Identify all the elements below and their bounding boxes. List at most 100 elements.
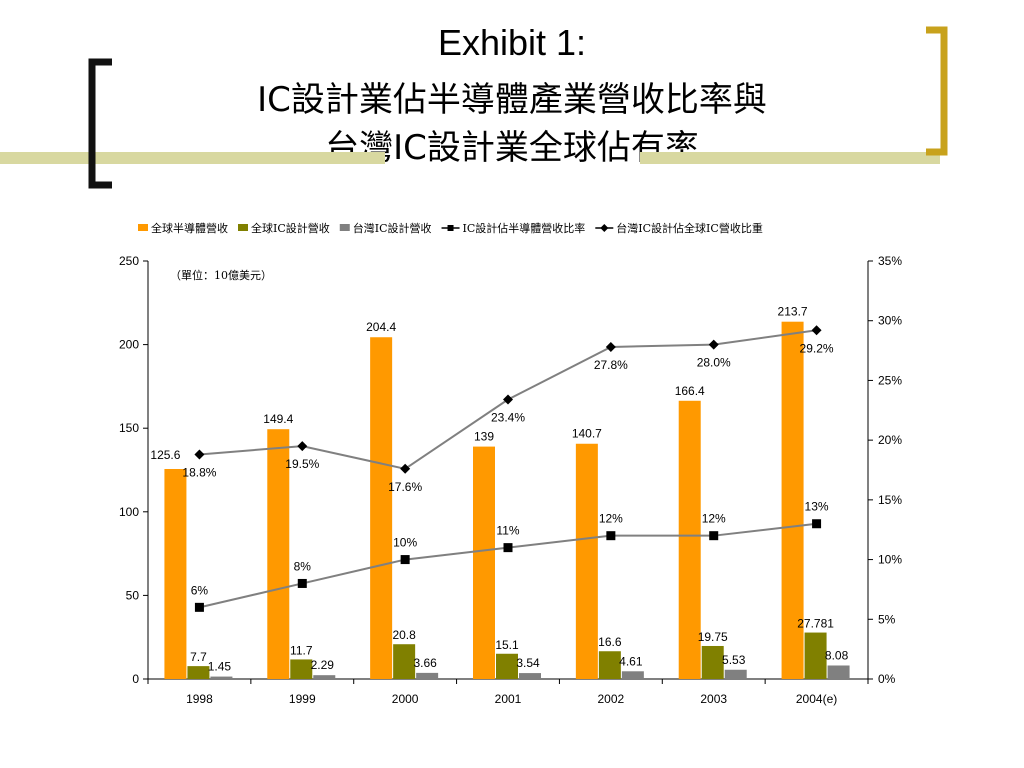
line-label: 8% (294, 559, 312, 573)
y-left-tick-label: 100 (119, 505, 139, 519)
line-label: 11% (496, 524, 519, 538)
legend-label: 台灣IC設計佔全球IC營收比重 (616, 221, 763, 235)
bar-label: 204.4 (366, 320, 396, 334)
bar-label: 16.6 (598, 635, 622, 649)
bar-label: 139 (474, 430, 494, 444)
unit-annotation: （單位：10億美元） (170, 268, 272, 282)
bar-3 (827, 665, 850, 679)
bar-label: 3.66 (413, 656, 437, 670)
x-tick-label: 1998 (186, 692, 213, 706)
line-label: 17.6% (388, 480, 422, 494)
line-label: 6% (191, 583, 209, 597)
line-marker-square (606, 531, 616, 541)
line-marker-square (400, 555, 410, 565)
line-marker-square (503, 543, 513, 553)
y-right-tick-label: 25% (878, 373, 902, 387)
legend-marker-square (447, 225, 454, 231)
bar-2 (701, 645, 724, 679)
bar-label: 11.7 (290, 643, 313, 657)
bar-2 (804, 632, 827, 679)
y-right-tick-label: 30% (878, 314, 902, 328)
y-right-tick-label: 0% (878, 672, 896, 686)
y-right-tick-label: 5% (878, 612, 896, 626)
legend-marker-diamond (600, 224, 609, 232)
accent-bar-left (0, 152, 385, 164)
line-label: 27.8% (594, 358, 628, 372)
line-marker-square (297, 578, 307, 588)
line-marker-diamond (811, 325, 822, 336)
bar-label: 140.7 (572, 427, 602, 441)
bar-2 (496, 653, 518, 679)
bar-3 (519, 673, 541, 679)
chart-legend: 全球半導體營收 全球IC設計營收 台灣IC設計營收 IC設計佔半導體營收比率 台灣IC設… (138, 221, 763, 235)
bar-1 (473, 446, 495, 679)
bar-3 (416, 672, 439, 679)
line-label: 10% (393, 536, 417, 550)
chart-bars (164, 321, 850, 679)
chart-lines (194, 325, 822, 612)
y-left-tick-label: 150 (119, 421, 139, 435)
line-label: 23.4% (491, 411, 525, 425)
y-left-tick-label: 250 (119, 254, 139, 268)
legend-swatch (238, 224, 248, 231)
title-line-3: 台灣IC設計業全球佔有率 (325, 128, 699, 168)
bar-3 (724, 669, 747, 679)
bar-1 (164, 468, 187, 679)
line-marker-square (812, 519, 822, 529)
bracket-left (88, 58, 112, 189)
legend-label: 全球半導體營收 (151, 221, 228, 235)
bar-label: 7.7 (190, 650, 207, 664)
y-right-tick-label: 35% (878, 254, 902, 268)
line-marker-diamond (605, 341, 616, 352)
bar-2 (598, 651, 621, 679)
y-left-tick-label: 0 (132, 672, 139, 686)
legend-swatch (339, 224, 350, 231)
bar-1 (575, 443, 598, 679)
bar-label: 166.4 (675, 384, 705, 398)
x-tick-label: 2000 (392, 692, 419, 706)
x-tick-label: 1999 (289, 692, 316, 706)
legend-swatch (138, 224, 148, 231)
slide-decorations (0, 26, 948, 189)
line-marker-square (194, 602, 204, 612)
bracket-right (926, 26, 948, 156)
bar-label: 1.45 (208, 660, 232, 674)
bar-label: 149.4 (263, 412, 293, 426)
chart-axes: 0 50 100 150 200 250 0% 5% 10% 15% 20% 25% 30% 35% 199… (119, 254, 902, 706)
x-tick-label: 2002 (598, 692, 625, 706)
bar-label: 125.6 (150, 448, 180, 462)
line-label: 19.5% (285, 457, 319, 471)
line-label: 29.2% (800, 341, 834, 355)
title-line-2: IC設計業佔半導體產業營收比率與 (257, 80, 767, 120)
line-marker-diamond (400, 463, 411, 474)
title-line-1: Exhibit 1: (437, 22, 587, 63)
bar-label: 5.53 (722, 653, 746, 667)
bar-3 (210, 676, 233, 679)
line-marker-diamond (708, 339, 719, 350)
x-tick-label: 2003 (700, 692, 727, 706)
bar-label: 15.1 (495, 638, 519, 652)
bar-label: 27.781 (797, 617, 834, 631)
x-tick-label: 2004(e) (796, 692, 837, 706)
y-right-tick-label: 15% (878, 493, 902, 507)
bar-label: 213.7 (778, 305, 808, 319)
line-label: 28.0% (697, 356, 731, 370)
y-right-tick-label: 20% (878, 433, 902, 447)
bar-2 (187, 666, 210, 679)
line-label: 13% (805, 500, 829, 514)
bar-3 (621, 671, 644, 679)
line-label: 12% (599, 512, 623, 526)
bar-label: 3.54 (516, 656, 540, 670)
line-marker-diamond (194, 449, 205, 460)
bar-2 (393, 644, 416, 679)
line-marker-diamond (297, 441, 308, 452)
bar-1 (267, 429, 290, 679)
bar-label: 19.75 (698, 630, 728, 644)
bar-label: 4.61 (619, 654, 643, 668)
y-left-tick-label: 50 (126, 588, 140, 602)
bar-label: 20.8 (392, 628, 416, 642)
line-label: 18.8% (182, 465, 216, 479)
bar-label: 2.29 (311, 658, 335, 672)
